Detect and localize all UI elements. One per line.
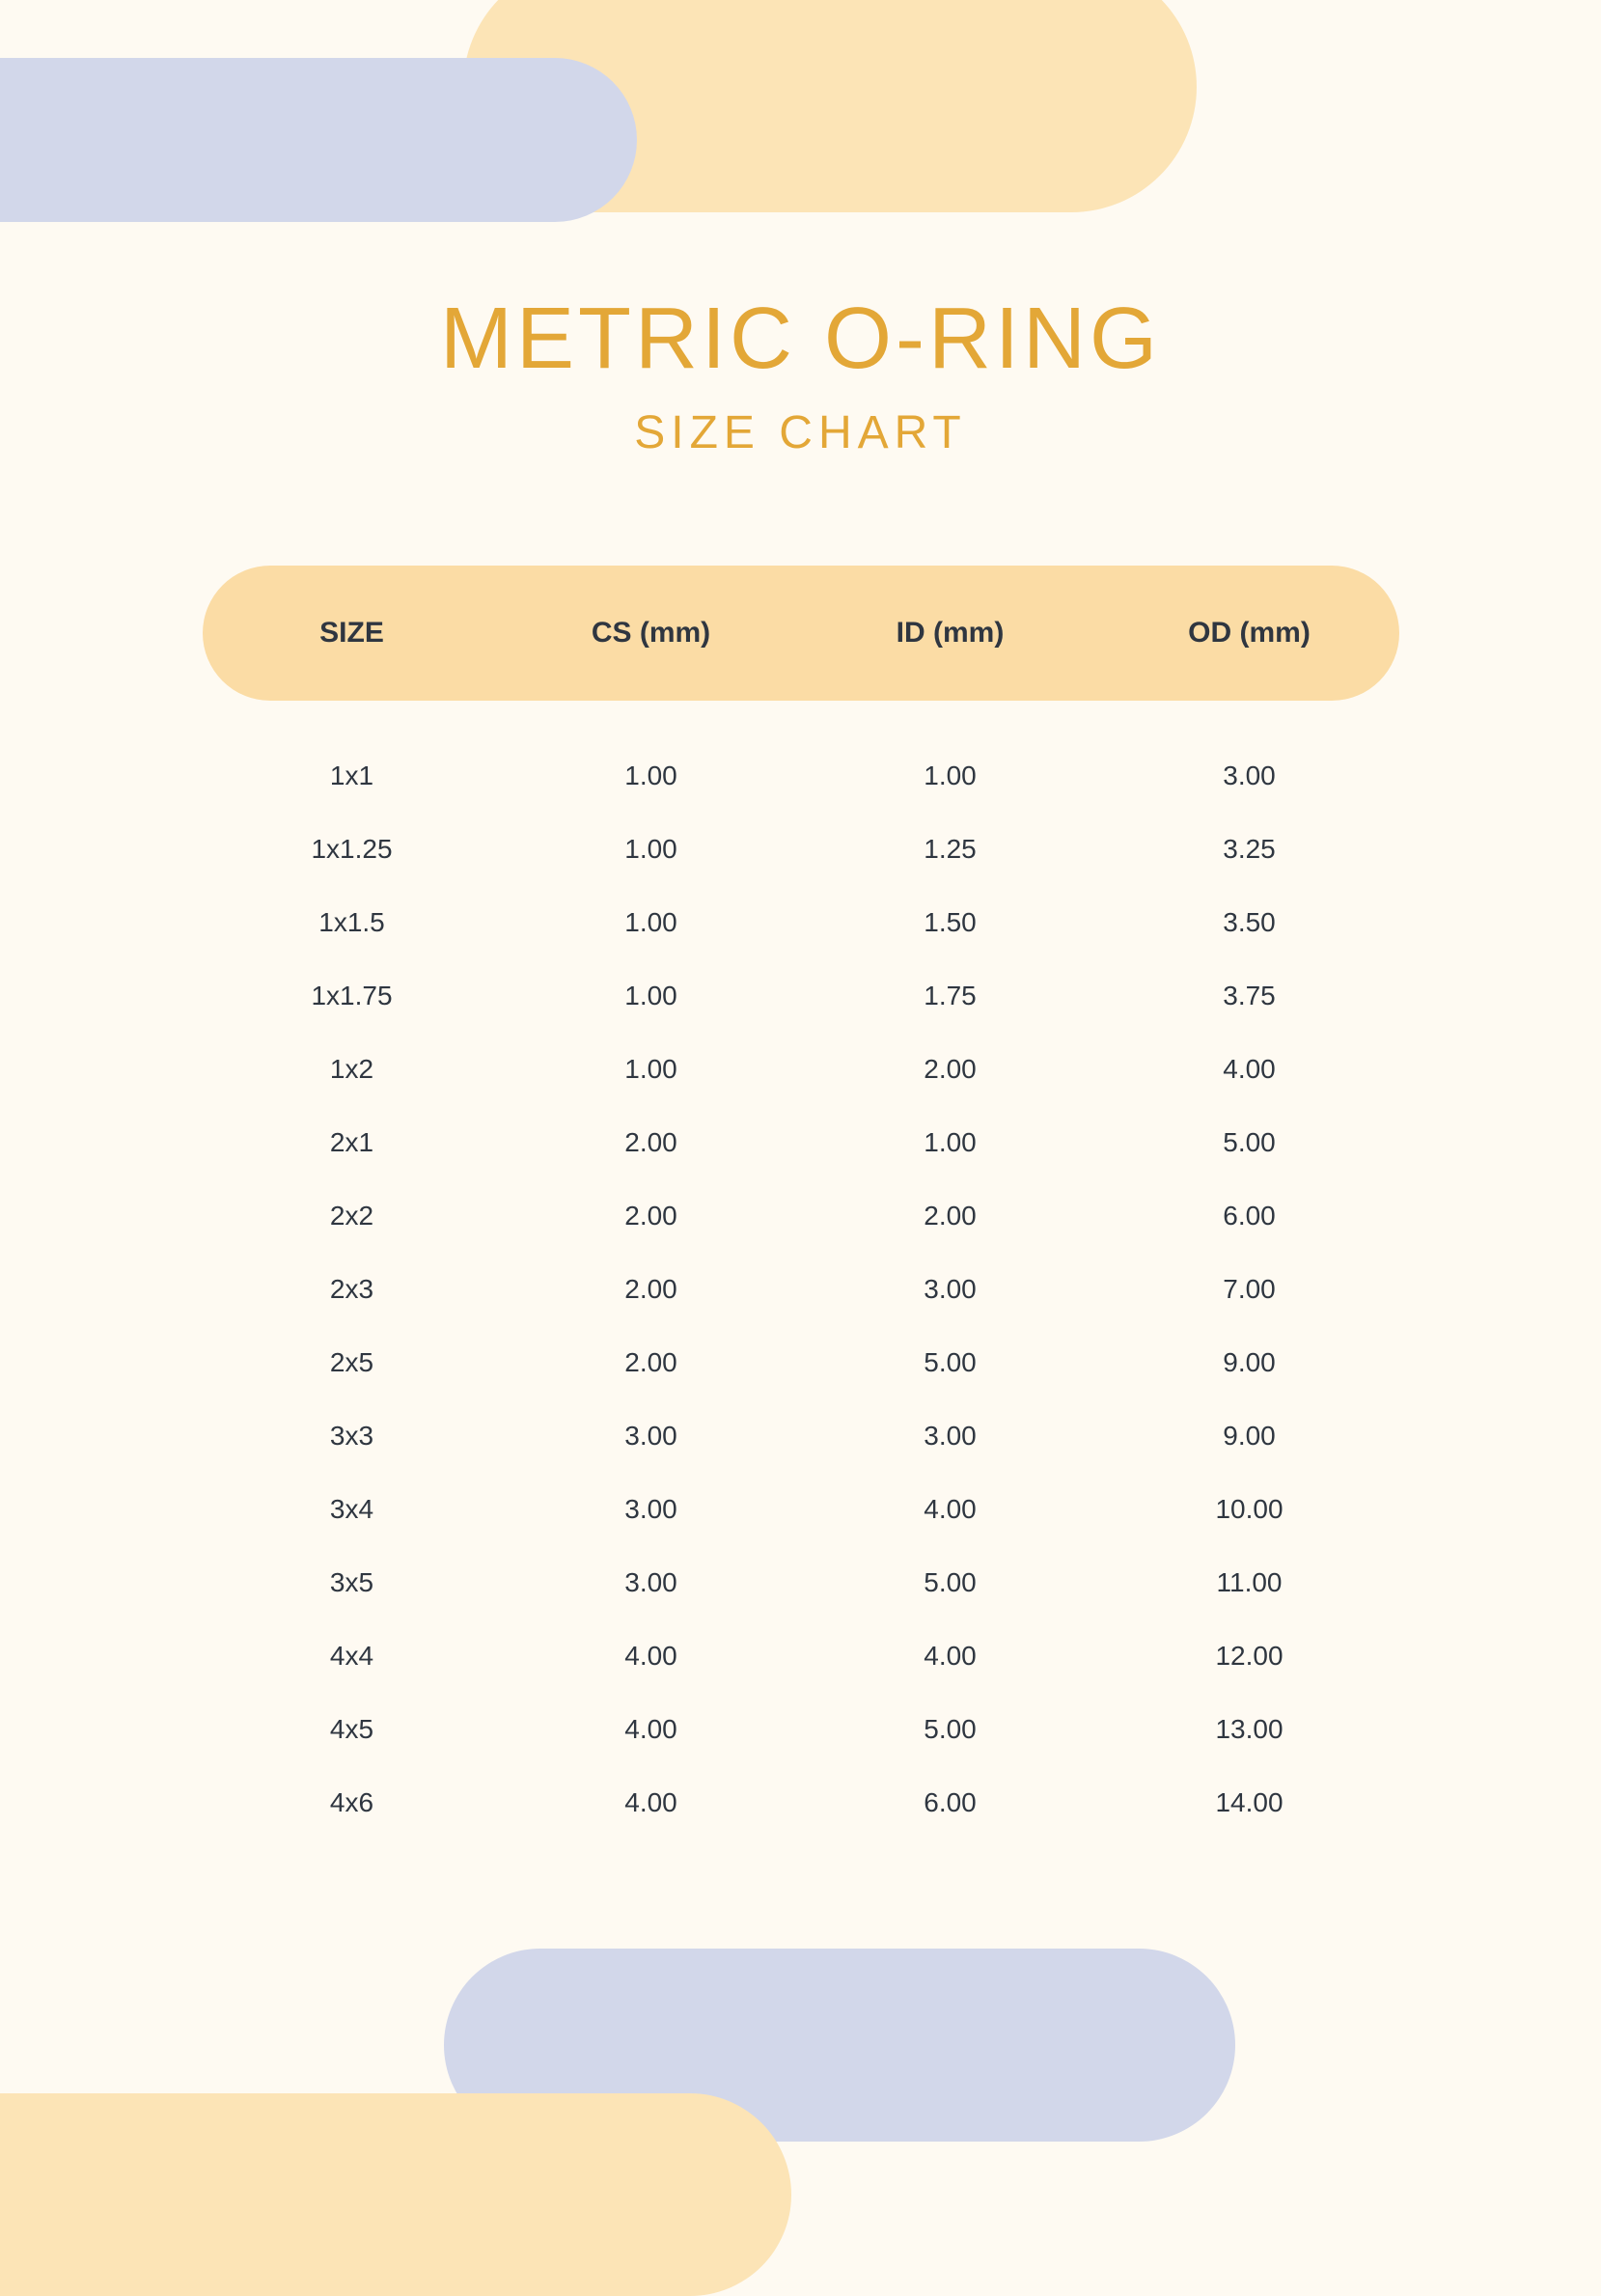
table-row: 1x21.002.004.00 bbox=[203, 1033, 1399, 1106]
table-cell: 1.00 bbox=[801, 1127, 1100, 1158]
table-cell: 4.00 bbox=[502, 1714, 801, 1745]
table-cell: 4.00 bbox=[801, 1494, 1100, 1525]
table-cell: 2.00 bbox=[502, 1127, 801, 1158]
table-cell: 1.00 bbox=[502, 834, 801, 865]
content-area: METRIC O-RING SIZE CHART SIZE CS (mm) ID… bbox=[0, 0, 1601, 1840]
table-cell: 4.00 bbox=[502, 1641, 801, 1672]
table-row: 4x54.005.0013.00 bbox=[203, 1693, 1399, 1766]
table-cell: 3.50 bbox=[1100, 907, 1399, 938]
table-cell: 3.00 bbox=[1100, 761, 1399, 791]
table-cell: 5.00 bbox=[801, 1567, 1100, 1598]
decorative-shape-bottom-peach bbox=[0, 2093, 791, 2296]
table-cell: 4.00 bbox=[801, 1641, 1100, 1672]
table-row: 1x1.251.001.253.25 bbox=[203, 813, 1399, 886]
table-cell: 5.00 bbox=[1100, 1127, 1399, 1158]
table-row: 3x33.003.009.00 bbox=[203, 1399, 1399, 1473]
table-cell: 2x3 bbox=[203, 1274, 502, 1305]
table-cell: 1x1.75 bbox=[203, 981, 502, 1011]
table-row: 4x44.004.0012.00 bbox=[203, 1619, 1399, 1693]
table-cell: 2.00 bbox=[502, 1201, 801, 1231]
table-cell: 1.00 bbox=[502, 761, 801, 791]
table-row: 3x43.004.0010.00 bbox=[203, 1473, 1399, 1546]
table-cell: 1.25 bbox=[801, 834, 1100, 865]
table-cell: 13.00 bbox=[1100, 1714, 1399, 1745]
table-cell: 1.00 bbox=[801, 761, 1100, 791]
table-cell: 1.00 bbox=[502, 981, 801, 1011]
table-row: 2x22.002.006.00 bbox=[203, 1179, 1399, 1253]
table-cell: 11.00 bbox=[1100, 1567, 1399, 1598]
table-cell: 7.00 bbox=[1100, 1274, 1399, 1305]
column-header-od: OD (mm) bbox=[1100, 617, 1399, 650]
page-subtitle: SIZE CHART bbox=[0, 406, 1601, 459]
table-cell: 5.00 bbox=[801, 1714, 1100, 1745]
table-cell: 6.00 bbox=[801, 1787, 1100, 1818]
column-header-id: ID (mm) bbox=[801, 617, 1100, 650]
table-cell: 3x4 bbox=[203, 1494, 502, 1525]
table-cell: 4x6 bbox=[203, 1787, 502, 1818]
table-cell: 2x5 bbox=[203, 1347, 502, 1378]
table-cell: 2.00 bbox=[502, 1347, 801, 1378]
table-cell: 9.00 bbox=[1100, 1421, 1399, 1452]
table-cell: 1.50 bbox=[801, 907, 1100, 938]
table-cell: 14.00 bbox=[1100, 1787, 1399, 1818]
table-cell: 12.00 bbox=[1100, 1641, 1399, 1672]
table-cell: 4x4 bbox=[203, 1641, 502, 1672]
table-cell: 2.00 bbox=[801, 1054, 1100, 1085]
table-cell: 5.00 bbox=[801, 1347, 1100, 1378]
table-cell: 4.00 bbox=[1100, 1054, 1399, 1085]
table-row: 1x11.001.003.00 bbox=[203, 739, 1399, 813]
table-cell: 2x1 bbox=[203, 1127, 502, 1158]
table-cell: 3.00 bbox=[801, 1421, 1100, 1452]
table-cell: 3.75 bbox=[1100, 981, 1399, 1011]
table-cell: 3x5 bbox=[203, 1567, 502, 1598]
table-row: 2x52.005.009.00 bbox=[203, 1326, 1399, 1399]
table-row: 1x1.751.001.753.75 bbox=[203, 959, 1399, 1033]
size-chart-table: SIZE CS (mm) ID (mm) OD (mm) 1x11.001.00… bbox=[203, 566, 1399, 1840]
table-cell: 2x2 bbox=[203, 1201, 502, 1231]
page-title: METRIC O-RING bbox=[0, 290, 1601, 389]
column-header-cs: CS (mm) bbox=[502, 617, 801, 650]
table-cell: 1.00 bbox=[502, 1054, 801, 1085]
table-body: 1x11.001.003.001x1.251.001.253.251x1.51.… bbox=[203, 739, 1399, 1840]
table-header-row: SIZE CS (mm) ID (mm) OD (mm) bbox=[203, 566, 1399, 701]
table-cell: 3x3 bbox=[203, 1421, 502, 1452]
table-cell: 1x1.25 bbox=[203, 834, 502, 865]
table-cell: 3.00 bbox=[502, 1421, 801, 1452]
table-cell: 10.00 bbox=[1100, 1494, 1399, 1525]
table-cell: 3.00 bbox=[502, 1494, 801, 1525]
table-cell: 4x5 bbox=[203, 1714, 502, 1745]
table-cell: 6.00 bbox=[1100, 1201, 1399, 1231]
table-cell: 1.00 bbox=[502, 907, 801, 938]
table-cell: 2.00 bbox=[502, 1274, 801, 1305]
table-cell: 1x2 bbox=[203, 1054, 502, 1085]
table-cell: 3.00 bbox=[502, 1567, 801, 1598]
table-cell: 3.25 bbox=[1100, 834, 1399, 865]
table-cell: 1x1.5 bbox=[203, 907, 502, 938]
table-cell: 2.00 bbox=[801, 1201, 1100, 1231]
table-cell: 1x1 bbox=[203, 761, 502, 791]
table-cell: 1.75 bbox=[801, 981, 1100, 1011]
table-cell: 4.00 bbox=[502, 1787, 801, 1818]
column-header-size: SIZE bbox=[203, 617, 502, 650]
table-row: 3x53.005.0011.00 bbox=[203, 1546, 1399, 1619]
table-cell: 3.00 bbox=[801, 1274, 1100, 1305]
table-cell: 9.00 bbox=[1100, 1347, 1399, 1378]
table-row: 2x12.001.005.00 bbox=[203, 1106, 1399, 1179]
table-row: 2x32.003.007.00 bbox=[203, 1253, 1399, 1326]
table-row: 4x64.006.0014.00 bbox=[203, 1766, 1399, 1840]
table-row: 1x1.51.001.503.50 bbox=[203, 886, 1399, 959]
